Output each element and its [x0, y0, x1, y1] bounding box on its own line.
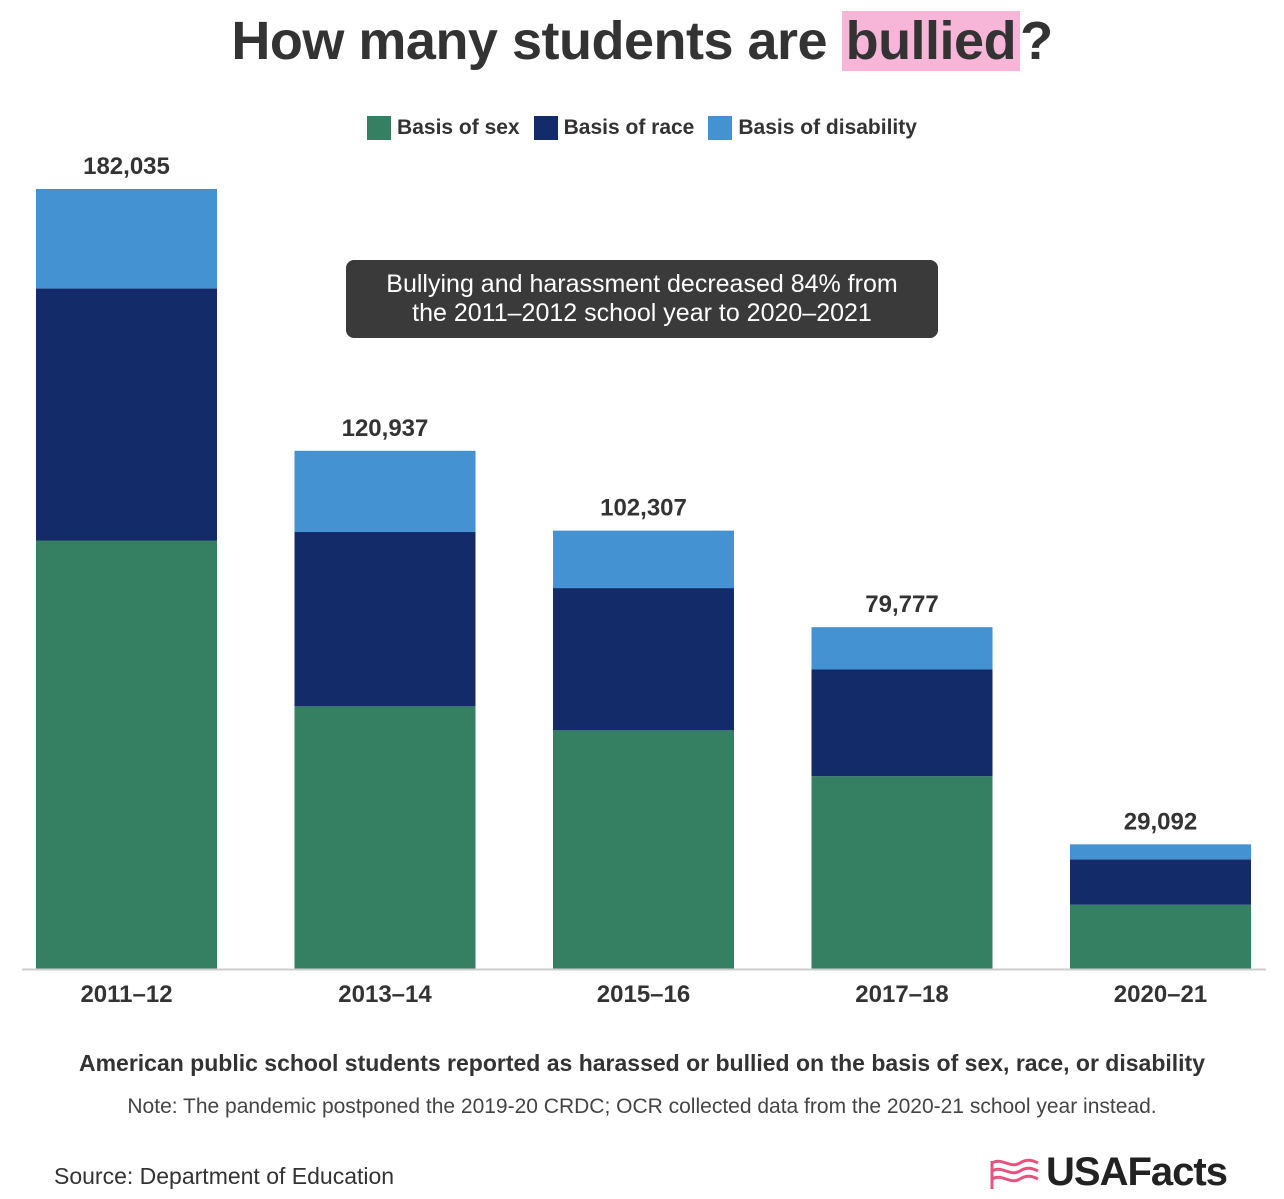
bar-segment-basis-of-race-4: [1070, 859, 1251, 905]
total-label-1: 120,937: [342, 415, 429, 442]
chart-title: How many students are bullied?: [0, 10, 1284, 72]
total-label-4: 29,092: [1124, 808, 1197, 835]
usafacts-logo: USAFacts: [988, 1150, 1228, 1195]
bar-segment-basis-of-disability-0: [36, 189, 217, 289]
x-tick-label-0: 2011–12: [80, 981, 172, 1008]
x-tick-label-2: 2015–16: [597, 981, 690, 1008]
x-tick-label-3: 2017–18: [855, 981, 948, 1008]
x-tick-label-1: 2013–14: [338, 981, 432, 1008]
legend-item-race: Basis of race: [533, 116, 695, 140]
total-label-0: 182,035: [83, 153, 170, 180]
chart-subtitle: American public school students reported…: [78, 1050, 1206, 1076]
legend-label-disability: Basis of disability: [738, 116, 917, 139]
bar-group-3: [811, 627, 993, 969]
source-text: Source: Department of Education: [54, 1163, 395, 1189]
bar-group-4: [1070, 844, 1251, 969]
legend-swatch-sex: [367, 116, 392, 140]
bar-segment-basis-of-race-3: [811, 669, 993, 777]
bar-segment-basis-of-sex-4: [1070, 904, 1251, 969]
bar-segment-basis-of-disability-1: [294, 450, 476, 532]
total-label-2: 102,307: [600, 495, 687, 522]
bar-group-2: [553, 530, 734, 969]
bar-group-1: [294, 450, 476, 969]
flag-logo-icon: [990, 1158, 1039, 1189]
bar-segment-basis-of-race-1: [294, 531, 476, 707]
title-highlight: bullied: [841, 11, 1021, 71]
callout-line-1: Bullying and harassment decreased 84% fr…: [386, 270, 898, 298]
bar-segment-basis-of-sex-0: [36, 540, 217, 969]
legend-item-sex: Basis of sex: [367, 116, 520, 140]
bar-segment-basis-of-sex-1: [294, 706, 476, 969]
x-tick-label-4: 2020–21: [1114, 981, 1207, 1008]
chart-note: Note: The pandemic postponed the 2019-20…: [127, 1095, 1157, 1118]
bar-chart: 182,035 2011–12 120,937 2013–14 102,307 2015–…: [22, 153, 1266, 1008]
bar-group-0: [36, 189, 217, 969]
bar-segment-basis-of-sex-2: [553, 730, 734, 969]
callout-line-2: the 2011–2012 school year to 2020–2021: [412, 299, 872, 327]
callout-box: Bullying and harassment decreased 84% fr…: [346, 260, 938, 338]
bar-segment-basis-of-disability-3: [811, 627, 993, 670]
chart-legend: Basis of sex Basis of race Basis of disa…: [0, 116, 1284, 140]
legend-label-sex: Basis of sex: [397, 116, 520, 139]
legend-swatch-race: [533, 116, 558, 140]
title-suffix: ?: [1020, 11, 1053, 71]
bar-segment-basis-of-sex-3: [811, 776, 993, 969]
logo-text: USAFacts: [1046, 1150, 1228, 1194]
total-label-3: 79,777: [865, 591, 938, 618]
title-prefix: How many students are: [231, 11, 842, 71]
bar-segment-basis-of-race-2: [553, 588, 734, 731]
bar-segment-basis-of-race-0: [36, 288, 217, 541]
legend-label-race: Basis of race: [563, 116, 695, 139]
bar-segment-basis-of-disability-2: [553, 530, 734, 589]
bar-segment-basis-of-disability-4: [1070, 844, 1251, 860]
legend-item-disability: Basis of disability: [708, 116, 917, 140]
legend-swatch-disability: [708, 116, 733, 140]
